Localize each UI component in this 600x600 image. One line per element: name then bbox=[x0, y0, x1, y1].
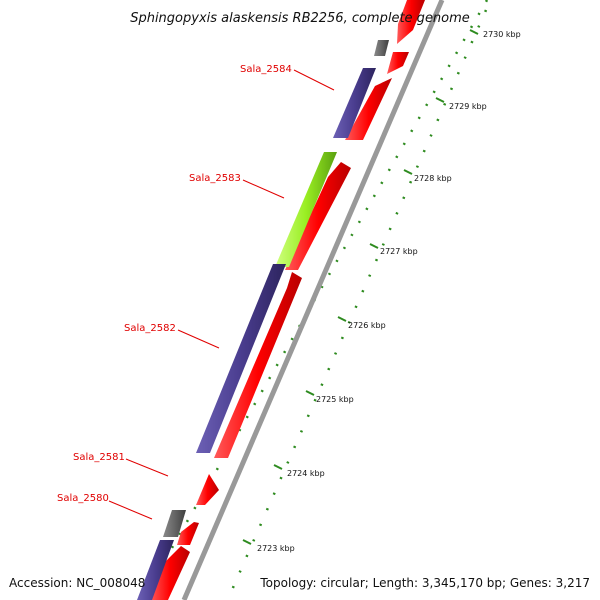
tick-label: 2730 kbp bbox=[483, 30, 521, 39]
tick-mark bbox=[305, 390, 315, 396]
other-feature-block bbox=[163, 510, 186, 537]
gene-block bbox=[137, 540, 174, 600]
tick-mark bbox=[369, 243, 379, 249]
tick-label: 2727 kbp bbox=[380, 247, 418, 256]
cds-block bbox=[177, 522, 199, 545]
gene-label[interactable]: Sala_2580 bbox=[57, 493, 109, 504]
tick-label: 2726 kbp bbox=[348, 321, 386, 330]
cds-block bbox=[196, 474, 219, 505]
gene-block bbox=[333, 68, 376, 138]
genome-title: Sphingopyxis alaskensis RB2256, complete… bbox=[130, 11, 470, 26]
callout-line bbox=[293, 69, 335, 91]
gene-track bbox=[137, 40, 389, 600]
gene-label[interactable]: Sala_2583 bbox=[189, 173, 241, 184]
cds-block bbox=[345, 78, 392, 140]
cds-block bbox=[397, 0, 425, 44]
gene-callouts bbox=[108, 69, 335, 520]
gene-label[interactable]: Sala_2581 bbox=[73, 452, 125, 463]
accession-text: Accession: NC_008048 bbox=[9, 576, 145, 590]
cds-block bbox=[150, 546, 190, 600]
gene-label[interactable]: Sala_2584 bbox=[240, 64, 292, 75]
cds-track bbox=[150, 0, 425, 600]
tick-mark bbox=[435, 97, 445, 103]
gene-labels: Sala_2584 Sala_2583 Sala_2582 Sala_2581 … bbox=[57, 64, 292, 504]
tick-mark bbox=[403, 169, 413, 175]
cds-block bbox=[214, 272, 302, 458]
other-feature-block bbox=[374, 40, 389, 56]
tick-label: 2728 kbp bbox=[414, 174, 452, 183]
genome-backbone bbox=[181, 0, 445, 600]
cds-block bbox=[285, 162, 351, 270]
tick-mark bbox=[273, 464, 283, 470]
highlight-gene-block bbox=[275, 152, 337, 267]
outer-dotted-track bbox=[230, 9, 488, 591]
tick-mark bbox=[337, 316, 347, 322]
tick-mark bbox=[242, 539, 252, 545]
callout-line bbox=[242, 179, 285, 199]
tick-label: 2724 kbp bbox=[287, 469, 325, 478]
gene-block bbox=[196, 264, 286, 453]
tick-mark bbox=[469, 29, 479, 35]
callout-line bbox=[108, 500, 153, 520]
tick-label: 2723 kbp bbox=[257, 544, 295, 553]
cds-block bbox=[387, 52, 409, 74]
tick-label: 2729 kbp bbox=[449, 102, 487, 111]
kbp-scale: 2730 kbp 2729 kbp 2728 kbp 2727 kbp 2726… bbox=[242, 29, 521, 553]
topology-text: Topology: circular; Length: 3,345,170 bp… bbox=[259, 576, 590, 590]
callout-line bbox=[177, 329, 220, 349]
callout-line bbox=[125, 458, 169, 477]
gene-label[interactable]: Sala_2582 bbox=[124, 323, 176, 334]
tick-label: 2725 kbp bbox=[316, 395, 354, 404]
